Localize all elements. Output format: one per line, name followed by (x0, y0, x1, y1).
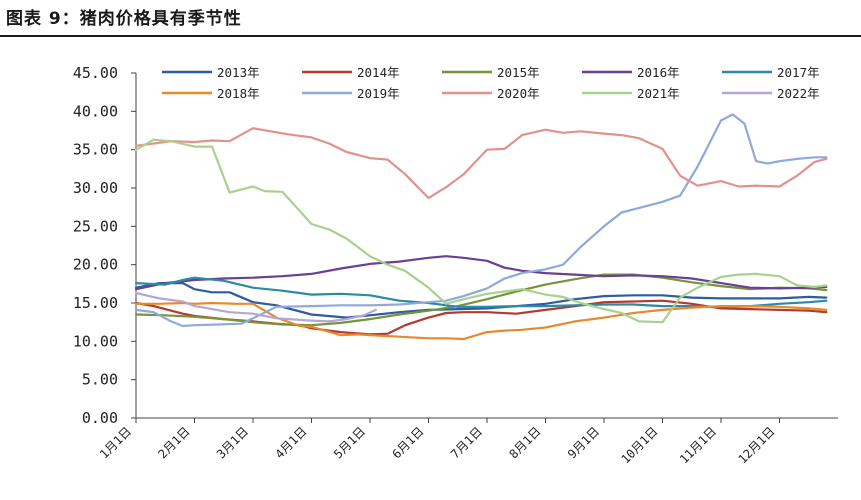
y-tick-label: 35.00 (73, 141, 118, 159)
x-tick-label: 5月1日 (331, 424, 368, 461)
legend-item: 2021年 (582, 86, 680, 101)
series-line-2013年 (134, 282, 828, 319)
series-line-2017年 (134, 276, 828, 308)
legend-label: 2022年 (777, 86, 820, 101)
x-tick-label: 4月1日 (273, 424, 310, 461)
x-tick-label: 8月1日 (507, 424, 544, 461)
y-tick-label: 5.00 (82, 371, 118, 389)
series-line-2019年 (134, 113, 828, 328)
legend-label: 2018年 (217, 86, 260, 101)
y-tick-label: 15.00 (73, 294, 118, 312)
legend-label: 2014年 (357, 65, 400, 80)
y-tick-label: 0.00 (82, 409, 118, 427)
series-line-2021年 (134, 138, 828, 324)
legend-label: 2016年 (637, 65, 680, 80)
legend-item: 2017年 (722, 65, 820, 80)
x-tick-label: 11月1日 (677, 424, 719, 466)
x-tick-label: 2月1日 (156, 424, 193, 461)
legend-item: 2018年 (162, 86, 260, 101)
series-line-2022年 (134, 291, 377, 323)
x-tick-label: 10月1日 (618, 424, 660, 466)
legend-label: 2021年 (637, 86, 680, 101)
legend-label: 2017年 (777, 65, 820, 80)
legend-item: 2015年 (442, 65, 540, 80)
chart-axes: 0.00 5.00 10.00 15.00 20.00 25.00 30.00 35.00 40… (73, 64, 838, 466)
y-tick-label: 40.00 (73, 102, 118, 120)
y-tick-label: 20.00 (73, 256, 118, 274)
x-tick-label: 7月1日 (448, 424, 485, 461)
legend-item: 2013年 (162, 65, 260, 80)
title-divider (0, 35, 861, 37)
legend-item: 2020年 (442, 86, 540, 101)
x-tick-label: 1月1日 (97, 424, 134, 461)
legend-item: 2019年 (302, 86, 400, 101)
y-tick-label: 10.00 (73, 332, 118, 350)
x-tick-label: 6月1日 (390, 424, 427, 461)
legend-item: 2022年 (722, 86, 820, 101)
x-tick-label: 3月1日 (214, 424, 251, 461)
series-line-2018年 (134, 301, 828, 341)
legend-label: 2013年 (217, 65, 260, 80)
legend-label: 2020年 (497, 86, 540, 101)
chart-series (134, 113, 828, 341)
figure-title: 图表 9：猪肉价格具有季节性 (6, 9, 242, 29)
legend-item: 2016年 (582, 65, 680, 80)
x-tick-label: 9月1日 (565, 424, 602, 461)
chart-legend: 2013年 2014年 2015年 2016年 2017年 2018年 2019年 2020年… (162, 65, 820, 101)
legend-label: 2019年 (357, 86, 400, 101)
legend-label: 2015年 (497, 65, 540, 80)
y-tick-label: 45.00 (73, 64, 118, 82)
series-line-2015年 (134, 273, 828, 327)
y-tick-label: 30.00 (73, 179, 118, 197)
legend-item: 2014年 (302, 65, 400, 80)
series-line-2020年 (134, 127, 828, 200)
x-tick-label: 12月1日 (735, 424, 777, 466)
y-tick-label: 25.00 (73, 217, 118, 235)
